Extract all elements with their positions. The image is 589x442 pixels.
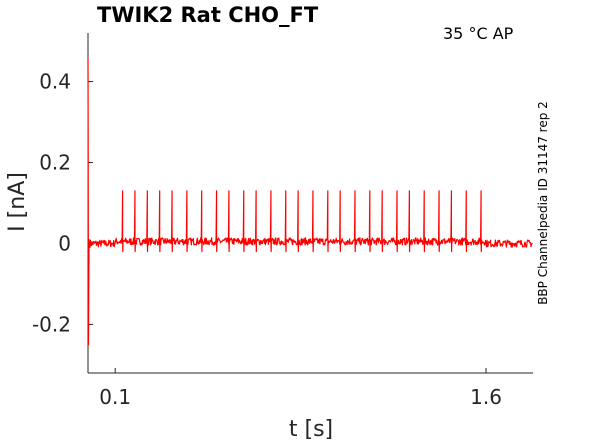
x-tick-label: 1.6 bbox=[470, 385, 502, 409]
side-label: BBP Channelpedia ID 31147 rep 2 bbox=[536, 101, 550, 305]
plot-area: 0.4 0.2 0 -0.2 0.1 1.6 bbox=[32, 33, 533, 409]
y-tick-label: 0.2 bbox=[39, 151, 71, 175]
y-ticks: 0.4 0.2 0 -0.2 bbox=[32, 70, 93, 336]
y-tick-label: 0.4 bbox=[39, 70, 71, 94]
y-axis-label: I [nA] bbox=[5, 172, 30, 232]
current-trace-series bbox=[87, 57, 533, 346]
x-ticks: 0.1 1.6 bbox=[99, 368, 502, 409]
y-tick-label: -0.2 bbox=[32, 312, 71, 336]
x-tick-label: 0.1 bbox=[99, 385, 131, 409]
condition-label: 35 °C AP bbox=[443, 24, 514, 43]
y-tick-label: 0 bbox=[58, 231, 71, 255]
chart-title: TWIK2 Rat CHO_FT bbox=[97, 3, 319, 27]
x-axis-label: t [s] bbox=[289, 417, 333, 442]
